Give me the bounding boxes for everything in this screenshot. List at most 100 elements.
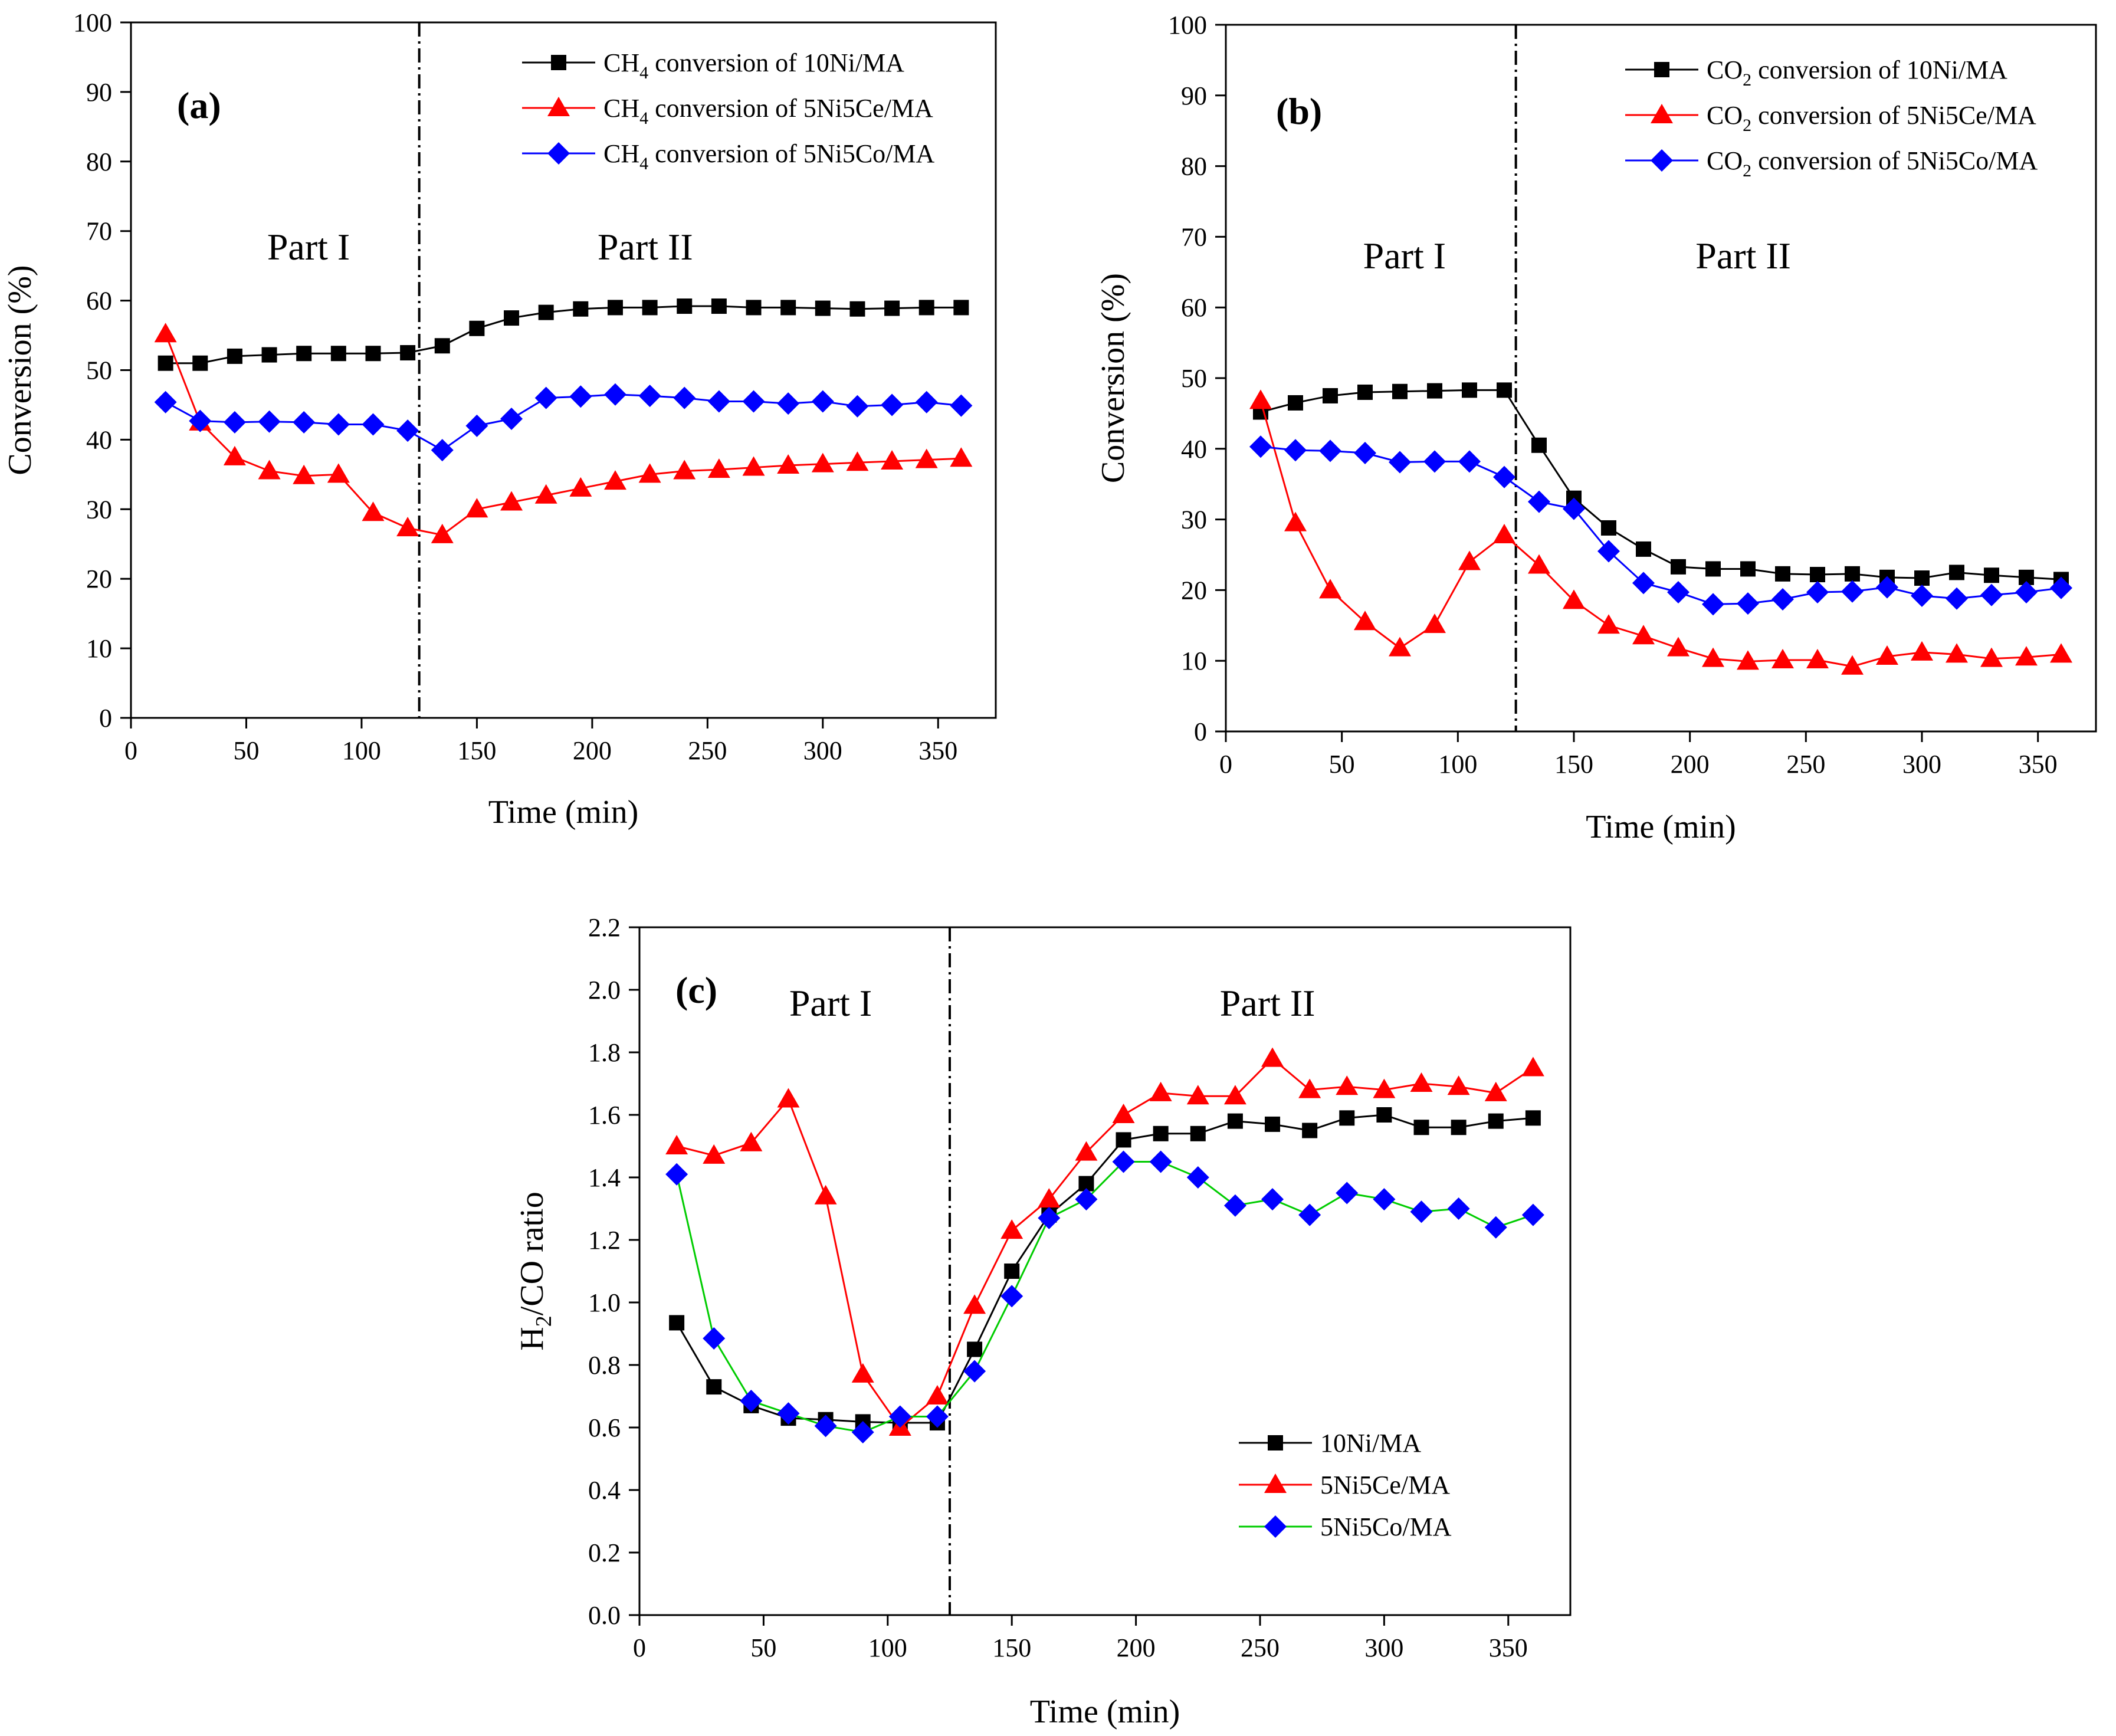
data-point [223,445,246,465]
data-point [1493,523,1515,543]
data-point [1336,1182,1359,1205]
data-point [469,320,485,336]
data-point [538,304,554,320]
series-0 [158,298,969,371]
data-point [846,395,869,418]
data-point [884,300,900,316]
y-tick-label: 40 [86,425,112,454]
data-point [1702,647,1724,667]
data-point [465,414,488,437]
region-label: Part I [267,226,350,268]
series-1 [665,1047,1544,1436]
legend-label: CO2 conversion of 10Ni/MA [1707,55,2007,90]
data-point [669,1315,685,1331]
legend-marker [547,142,570,165]
y-tick-label: 70 [1181,222,1207,251]
data-point [638,385,661,408]
data-point [1116,1132,1131,1148]
x-axis-label: Time (min) [1030,1694,1180,1730]
legend-marker [1264,1474,1287,1493]
data-point [2015,580,2038,603]
region-label: Part I [789,982,872,1024]
data-point [607,300,623,316]
data-point [1876,576,1898,599]
x-tick-label: 250 [1241,1633,1280,1662]
data-point [851,1420,874,1443]
y-tick-label: 80 [1181,152,1207,181]
x-tick-label: 300 [1364,1633,1403,1662]
legend-text: conversion of 5Ni5Co/MA [648,139,934,168]
data-point [1911,584,1933,607]
x-tick-label: 300 [803,736,842,765]
x-tick-label: 200 [1671,750,1710,779]
data-point [707,458,730,478]
x-tick-label: 100 [868,1633,907,1662]
data-point [1336,1075,1359,1095]
data-point [1186,1166,1209,1189]
data-point [1597,540,1620,563]
y-tick-label: 0.6 [588,1413,621,1442]
data-point [1302,1123,1318,1138]
x-tick-label: 150 [992,1633,1031,1662]
data-point [296,346,312,362]
data-point [851,1363,874,1383]
series-0 [1253,382,2069,588]
data-point [1806,649,1829,669]
data-point [1528,490,1550,513]
data-point [1563,589,1585,609]
y-tick-label: 100 [73,8,112,37]
panel-label: (a) [177,84,221,126]
data-point [1075,1188,1098,1211]
y-tick-label: 20 [1181,576,1207,605]
series-0 [669,1107,1541,1431]
data-point [1373,1188,1396,1211]
y-tick-label: 2.0 [588,976,621,1005]
legend-sub: 2 [1743,70,1751,90]
data-point [1000,1219,1023,1239]
y-tick-label: 1.0 [588,1288,621,1317]
y-tick-label: 100 [1168,11,1207,40]
series-2 [154,383,973,462]
data-point [400,345,416,361]
data-point [953,300,969,316]
data-point [1227,1113,1243,1129]
data-point [1841,655,1864,675]
series-line [1259,400,2062,668]
data-point [746,300,762,316]
series-line [1260,445,2062,605]
data-point [1447,1197,1470,1220]
data-point [740,1131,763,1151]
x-tick-label: 0 [1219,750,1232,779]
legend-label: 10Ni/MA [1320,1429,1421,1458]
legend-marker [1654,62,1669,77]
data-point [881,393,904,416]
y-axis-label-part: H [514,1327,550,1350]
data-point [1249,389,1272,409]
legend-text: CH [603,94,639,123]
data-point [258,460,281,480]
data-point [711,298,727,314]
data-point [1705,561,1721,577]
legend-text: CO [1707,101,1743,130]
data-point [1946,587,1968,610]
data-point [1806,580,1829,603]
legend-marker [1651,149,1673,172]
data-point [1601,520,1616,536]
data-point [849,301,865,317]
data-point [1841,580,1864,603]
data-point [1771,588,1794,611]
data-point [707,390,730,413]
y-tick-label: 0.0 [588,1601,621,1630]
data-point [963,1360,986,1383]
y-axis-label: Conversion (%) [2,265,38,475]
data-point [1810,567,1825,583]
data-point [258,410,281,433]
data-point [1427,383,1442,399]
y-axis-label: Conversion (%) [1095,273,1131,483]
data-point [1389,451,1411,474]
y-tick-label: 30 [1181,506,1207,534]
x-axis-label: Time (min) [1586,809,1736,845]
y-tick-label: 2.2 [588,913,621,942]
data-point [1319,439,1341,462]
data-point [1413,1120,1429,1136]
